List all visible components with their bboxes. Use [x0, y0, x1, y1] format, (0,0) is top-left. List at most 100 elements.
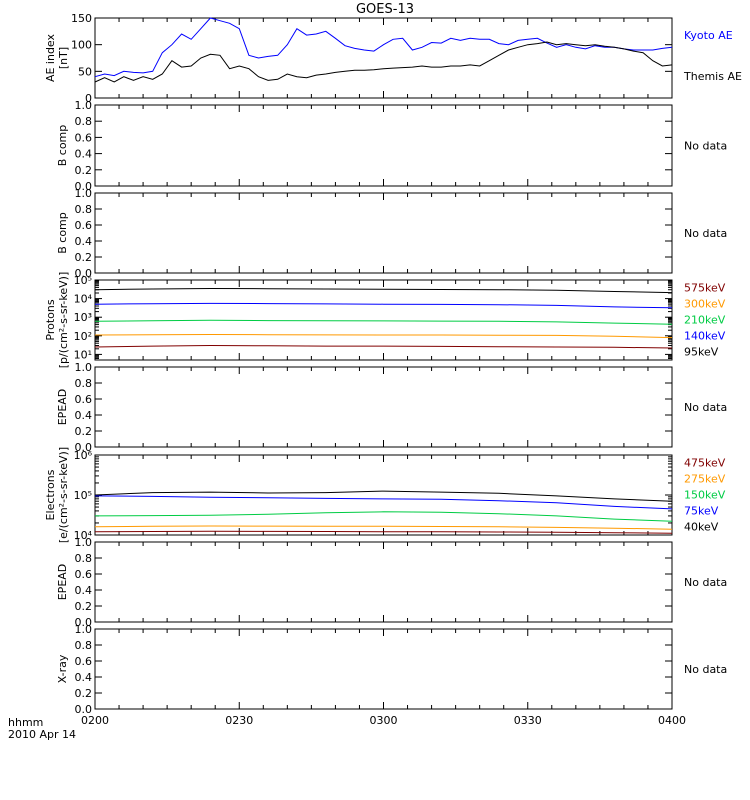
series-line-140kev	[94, 302, 673, 309]
panel-bcomp1: 0.0 0.2 0.4 0.6 0.8 1.0 B comp No data	[56, 99, 727, 193]
legend-entry: Kyoto AE	[684, 29, 733, 42]
legend-entry: 140keV	[684, 330, 726, 343]
y-tick-label: 0.0	[75, 180, 93, 193]
legend-entry: 40keV	[684, 521, 719, 534]
y-tick-label: 1.0	[75, 361, 93, 374]
panel-ae: 0 50 100 150 AE index [nT] Kyoto AE Themis AE	[44, 12, 742, 105]
y-tick-label: 150	[71, 12, 92, 25]
y-axis-label: Protons	[44, 299, 57, 340]
panel-epead2: 0.0 0.2 0.4 0.6 0.8 1.0 EPEAD No data	[56, 536, 727, 629]
y-tick-label: 10¹	[74, 348, 92, 361]
panel-frame	[94, 454, 673, 536]
y-tick-label: 10⁵	[74, 489, 92, 502]
y-tick-label: 0.2	[75, 164, 93, 177]
y-tick-label: 0.6	[75, 655, 93, 668]
y-tick-label: 100	[71, 39, 92, 52]
y-tick-label: 0.4	[75, 148, 93, 161]
legend-entry: 275keV	[684, 473, 726, 486]
panel-frame	[94, 628, 673, 710]
series-line-themis-ae	[94, 41, 673, 83]
y-tick-label: 0.6	[75, 568, 93, 581]
y-axis-label: B comp	[56, 125, 69, 167]
panel-xray: 0.0 0.2 0.4 0.6 0.8 1.0 X-ray No data	[56, 623, 727, 716]
y-axis-label: X-ray	[56, 654, 69, 683]
y-axis-label: Electrons	[44, 469, 57, 520]
y-tick-label: 1.0	[75, 99, 93, 112]
y-tick-label: 0.4	[75, 235, 93, 248]
no-data-note: No data	[684, 663, 727, 676]
y-axis-label: B comp	[56, 212, 69, 254]
series-line-95kev	[94, 287, 673, 294]
y-tick-label: 0.4	[75, 671, 93, 684]
y-tick-label: 0.4	[75, 584, 93, 597]
y-tick-label: 0.2	[75, 687, 93, 700]
legend-entry: 75keV	[684, 505, 719, 518]
y-tick-label: 0.8	[75, 203, 93, 216]
series-line-150kev	[94, 511, 673, 522]
x-tick-label: 0230	[225, 714, 253, 727]
y-tick-label: 0.6	[75, 219, 93, 232]
no-data-note: No data	[684, 401, 727, 414]
y-tick-label: 0	[85, 92, 92, 105]
no-data-note: No data	[684, 227, 727, 240]
y-axis-label: EPEAD	[56, 389, 69, 426]
y-tick-label: 0.0	[75, 441, 93, 454]
y-tick-label: 0.8	[75, 377, 93, 390]
y-tick-label: 0.2	[75, 251, 93, 264]
panel-protons: 10¹ 10² 10³ 10⁴ 10⁵ Protons [p/(cm²-s-sr-keV)]…	[44, 272, 726, 369]
legend-entry: 475keV	[684, 457, 726, 470]
panel-frame	[94, 104, 673, 187]
y-tick-label: 1.0	[75, 187, 93, 200]
time-axis-label: hhmm	[8, 716, 43, 729]
y-tick-label: 10⁵	[74, 274, 92, 287]
y-axis-label: [nT]	[57, 47, 70, 69]
panel-epead1: 0.0 0.2 0.4 0.6 0.8 1.0 EPEAD No data	[56, 361, 727, 454]
legend-entry: 150keV	[684, 489, 726, 502]
y-tick-label: 0.8	[75, 115, 93, 128]
plot-title: GOES-13	[356, 2, 414, 17]
y-tick-label: 0.2	[75, 600, 93, 613]
x-tick-label: 0330	[514, 714, 542, 727]
panel-bcomp2: 0.0 0.2 0.4 0.6 0.8 1.0 B comp No data	[56, 187, 727, 280]
date-label: 2010 Apr 14	[8, 728, 76, 741]
x-tick-label: 0400	[658, 714, 686, 727]
legend-entry: Themis AE	[683, 70, 742, 83]
y-tick-label: 0.0	[75, 703, 93, 716]
panel-frame	[94, 541, 673, 623]
panel-frame	[94, 17, 673, 99]
series-line-475kev	[94, 530, 673, 534]
y-axis-label: [p/(cm²-s-sr-keV)]	[57, 272, 70, 369]
no-data-note: No data	[684, 140, 727, 153]
series-line-kyoto-ae	[94, 17, 673, 78]
y-tick-label: 10⁴	[74, 293, 93, 306]
legend-entry: 575keV	[684, 282, 726, 295]
no-data-note: No data	[684, 576, 727, 589]
y-tick-label: 10²	[74, 330, 92, 343]
y-tick-label: 0.0	[75, 267, 93, 280]
series-line-210kev	[94, 319, 673, 325]
series-line-75kev	[94, 495, 673, 510]
legend-entry: 210keV	[684, 314, 726, 327]
y-tick-label: 10⁶	[74, 449, 93, 462]
legend-entry: 300keV	[684, 298, 726, 311]
y-tick-label: 0.0	[75, 616, 93, 629]
y-tick-label: 50	[78, 65, 92, 78]
panel-frame	[94, 192, 673, 274]
x-tick-label: 0300	[370, 714, 398, 727]
y-tick-label: 0.2	[75, 425, 93, 438]
panel-frame	[94, 366, 673, 448]
x-tick-label: 0200	[81, 714, 109, 727]
legend-entry: 95keV	[684, 346, 719, 359]
y-tick-label: 0.8	[75, 552, 93, 565]
y-tick-label: 0.8	[75, 639, 93, 652]
panel-electrons: 10⁴ 10⁵ 10⁶ Electrons [e/(cm²-s-sr-keV)] 475k…	[44, 447, 726, 543]
y-tick-label: 0.6	[75, 131, 93, 144]
y-axis-label: [e/(cm²-s-sr-keV)]	[57, 447, 70, 543]
series-line-275kev	[94, 525, 673, 530]
y-tick-label: 10⁴	[74, 529, 93, 542]
y-axis-label: AE index	[44, 33, 57, 82]
series-line-575kev	[94, 344, 673, 349]
y-tick-label: 1.0	[75, 536, 93, 549]
series-line-40kev	[94, 490, 673, 502]
